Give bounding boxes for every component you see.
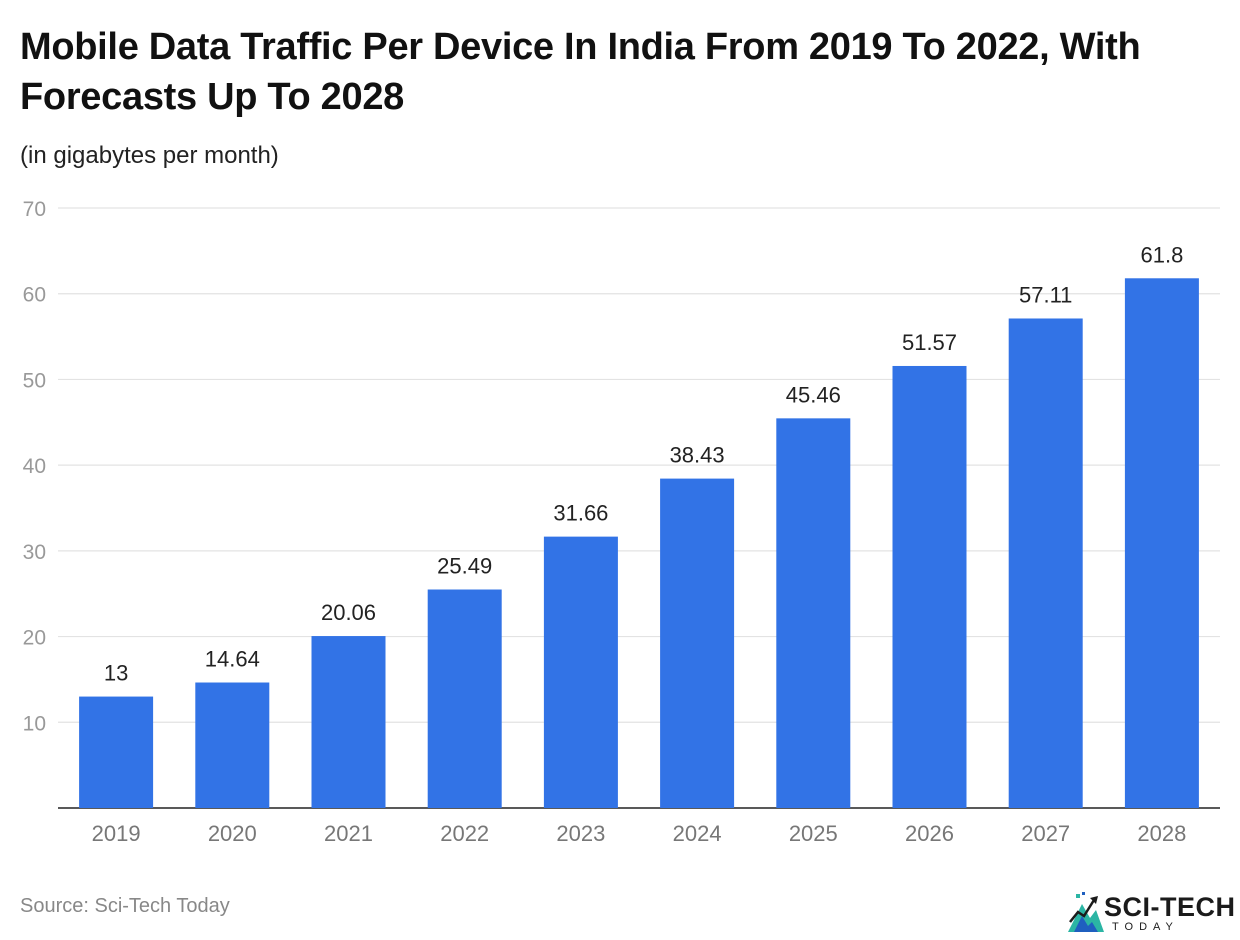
- source-note: Source: Sci-Tech Today: [20, 895, 230, 917]
- bar-value-label: 61.8: [1140, 242, 1183, 267]
- bar-2020: [195, 682, 270, 808]
- bar-value-label: 31.66: [553, 501, 608, 526]
- sci-tech-logo: SCI-TECH TODAY: [1066, 890, 1238, 936]
- x-tick-label: 2027: [1021, 821, 1070, 846]
- bar-2022: [427, 589, 502, 808]
- bar-2026: [892, 365, 967, 808]
- x-tick-label: 2019: [92, 821, 141, 846]
- y-tick-label: 70: [23, 198, 46, 221]
- bar-2023: [543, 536, 618, 808]
- y-tick-label: 30: [23, 541, 46, 564]
- mountain-chart-logo-icon: [1068, 892, 1104, 932]
- bar-value-label: 25.49: [437, 554, 492, 579]
- bar-2025: [776, 418, 851, 808]
- x-tick-label: 2024: [673, 821, 722, 846]
- x-tick-label: 2025: [789, 821, 838, 846]
- bar-value-label: 57.11: [1019, 282, 1072, 307]
- x-tick-label: 2028: [1137, 821, 1186, 846]
- logo-tagline: TODAY: [1112, 921, 1179, 933]
- bar-2019: [79, 696, 154, 808]
- y-tick-label: 20: [23, 627, 46, 650]
- bar-value-label: 13: [104, 661, 128, 686]
- x-tick-label: 2021: [324, 821, 373, 846]
- chart-subtitle: (in gigabytes per month): [20, 142, 279, 169]
- y-tick-label: 40: [23, 455, 46, 478]
- bar-value-label: 14.64: [205, 647, 260, 672]
- bar-2027: [1008, 318, 1083, 808]
- y-tick-label: 50: [23, 369, 46, 392]
- x-tick-label: 2020: [208, 821, 257, 846]
- chart-title: Mobile Data Traffic Per Device In India …: [20, 26, 1141, 118]
- y-tick-label: 10: [23, 712, 46, 735]
- bar-2024: [660, 478, 735, 808]
- logo-name: SCI-TECH: [1104, 892, 1236, 922]
- bar-value-label: 51.57: [902, 330, 957, 355]
- bar-value-label: 20.06: [321, 600, 376, 625]
- x-tick-label: 2023: [556, 821, 605, 846]
- bar-value-label: 38.43: [670, 443, 725, 468]
- x-tick-label: 2026: [905, 821, 954, 846]
- bar-chart: 10 20 30 40 50 60 70 13 2019 14.64 2020 20.06 2021 25…: [23, 198, 1220, 846]
- bar-2021: [311, 636, 386, 808]
- y-tick-label: 60: [23, 284, 46, 307]
- bar-value-label: 45.46: [786, 382, 841, 407]
- x-tick-label: 2022: [440, 821, 489, 846]
- bar-2028: [1124, 278, 1199, 808]
